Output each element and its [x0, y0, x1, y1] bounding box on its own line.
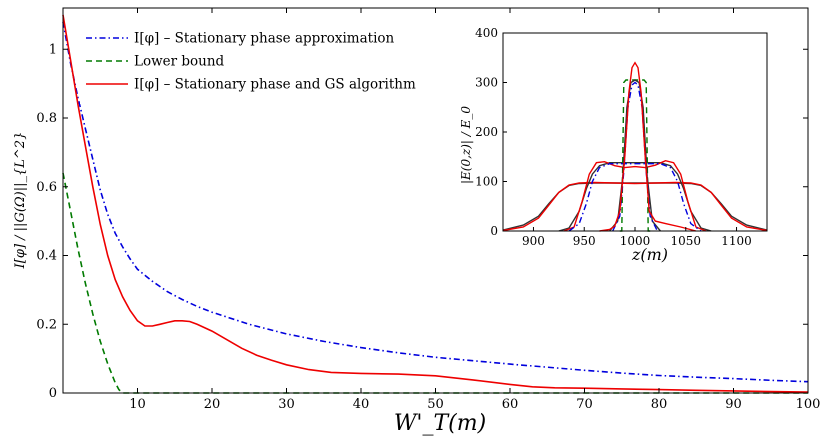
y-tick-label-1: 0.2: [36, 317, 57, 332]
y-tick-label-5: 1: [49, 42, 57, 57]
legend-label-1: Lower bound: [134, 54, 225, 70]
inset-x-tick-label-3: 1050: [670, 234, 701, 248]
inset-x-tick-label-4: 1100: [721, 234, 752, 248]
inset-series-group: [502, 61, 768, 232]
inset-ticks: 900 950 1000 1050 1100 0 100 200 300 400: [475, 26, 752, 248]
x-tick-label-3: 40: [353, 397, 370, 412]
inset-series-line-3: [563, 159, 707, 232]
y-tick-label-0: 0: [49, 386, 57, 401]
inset-x-tick-label-0: 900: [522, 234, 545, 248]
legend: I[φ] – Stationary phase approximation Low…: [80, 26, 450, 104]
y-tick-label-2: 0.4: [36, 249, 57, 264]
x-tick-label-8: 90: [725, 397, 742, 412]
inset-series-line-8: [599, 61, 697, 232]
inset-y-tick-label-4: 400: [475, 26, 498, 40]
inset-y-axis-label-group: |E(0,z)| / E_0: [459, 106, 473, 184]
x-tick-label-7: 80: [651, 397, 668, 412]
main-series-line-0: [62, 21, 809, 383]
inset-background: [463, 27, 775, 263]
main-series-line-2: [62, 14, 809, 393]
inset-series-line-1: [502, 181, 768, 232]
y-tick-label-3: 0.6: [36, 180, 57, 195]
legend-box: [80, 26, 450, 104]
x-tick-label-1: 20: [204, 397, 221, 412]
x-tick-label-2: 30: [278, 397, 295, 412]
inset-chart: 900 950 1000 1050 1100 0 100 200 300 400 z(m) |E(…: [459, 26, 775, 264]
x-tick-label-9: 100: [796, 397, 821, 412]
inset-x-tick-label-1: 950: [573, 234, 596, 248]
main-series-line-1: [62, 172, 808, 394]
y-axis-label: I[φ] / ||G(Ω)||_{L^2}: [13, 132, 28, 270]
inset-y-tick-label-1: 100: [475, 175, 498, 189]
inset-x-tick-label-2: 1000: [620, 234, 651, 248]
x-tick-label-5: 60: [502, 397, 519, 412]
y-axis-label-group: I[φ] / ||G(Ω)||_{L^2}: [13, 132, 28, 270]
x-tick-label-0: 10: [129, 397, 146, 412]
x-tick-label-6: 70: [576, 397, 593, 412]
y-tick-label-4: 0.8: [36, 111, 57, 126]
legend-label-2: I[φ] – Stationary phase and GS algorithm: [134, 77, 416, 93]
inset-x-axis-label: z(m): [631, 245, 668, 264]
inset-y-axis-label: |E(0,z)| / E_0: [459, 106, 473, 184]
main-series-group: [62, 14, 809, 394]
legend-label-0: I[φ] – Stationary phase approximation: [134, 31, 395, 47]
inset-y-tick-label-0: 0: [490, 224, 498, 238]
x-tick-label-4: 50: [427, 397, 444, 412]
inset-series-line-4: [568, 163, 702, 232]
inset-y-tick-label-3: 300: [475, 76, 498, 90]
x-axis-label: W'_T(m): [394, 411, 486, 436]
inset-y-tick-label-2: 200: [475, 125, 498, 139]
